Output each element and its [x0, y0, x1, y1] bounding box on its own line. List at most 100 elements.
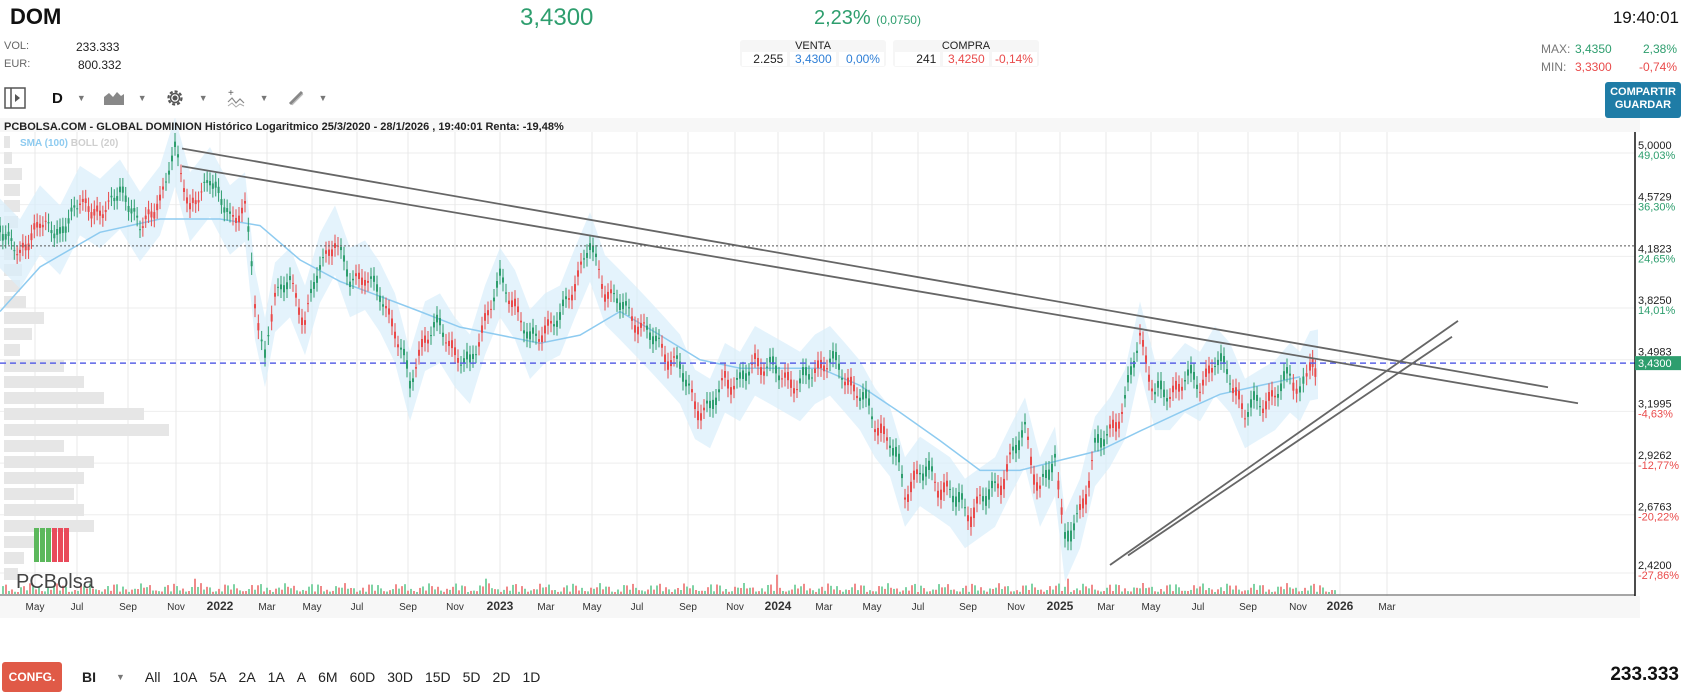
svg-text:May: May — [583, 602, 602, 613]
interval-dropdown[interactable]: D ▼ — [52, 84, 86, 112]
min-row: MIN: 3,3300 -0,74% — [1541, 58, 1677, 76]
svg-text:Sep: Sep — [399, 602, 417, 613]
interval-label: D — [52, 89, 63, 107]
venta-price: 3,4300 — [790, 52, 836, 66]
svg-text:4,5729: 4,5729 — [1638, 192, 1672, 204]
settings-dropdown[interactable]: ▼ — [165, 84, 208, 112]
price-chart[interactable]: 5,0000 49,03% 4,5729 36,30% 4,1823 24,65% 3,82… — [0, 117, 1691, 652]
svg-text:Jul: Jul — [351, 602, 364, 613]
svg-text:2,4200: 2,4200 — [1638, 560, 1672, 572]
range-15d[interactable]: 15D — [424, 668, 451, 685]
svg-text:3,8250: 3,8250 — [1638, 295, 1672, 307]
max-row: MAX: 3,4350 2,38% — [1541, 40, 1677, 58]
chart-title: PCBOLSA.COM - GLOBAL DOMINION Histórico … — [4, 121, 564, 133]
chevron-down-icon[interactable]: ▼ — [116, 671, 125, 682]
svg-text:3,1995: 3,1995 — [1638, 398, 1672, 410]
min-value: 3,3300 — [1575, 60, 1612, 74]
svg-text:4,1823: 4,1823 — [1638, 243, 1672, 255]
change-percent: 2,23% — [814, 7, 871, 29]
min-label: MIN: — [1541, 60, 1567, 74]
range-2a[interactable]: 2A — [238, 668, 256, 685]
min-pct: -0,74% — [1638, 60, 1677, 74]
svg-text:PCBolsa: PCBolsa — [16, 571, 95, 593]
svg-text:Sep: Sep — [1239, 602, 1257, 613]
svg-text:Mar: Mar — [258, 602, 276, 613]
svg-text:Jul: Jul — [1192, 602, 1205, 613]
indicators-dropdown[interactable]: + ▼ — [226, 84, 269, 112]
pcbolsa-logo: PCBolsa — [16, 528, 95, 593]
svg-text:49,03%: 49,03% — [1638, 150, 1676, 162]
volume-label: VOL: — [4, 40, 30, 52]
range-2d[interactable]: 2D — [492, 668, 511, 685]
svg-text:Nov: Nov — [167, 602, 185, 613]
svg-text:Mar: Mar — [1097, 602, 1115, 613]
share-save-button[interactable]: COMPARTIR GUARDAR — [1605, 82, 1681, 118]
svg-text:Mar: Mar — [815, 602, 833, 613]
indicator-add-icon: + — [227, 88, 245, 108]
svg-text:Mar: Mar — [1378, 602, 1396, 613]
svg-text:2022: 2022 — [207, 599, 234, 613]
area-chart-icon — [103, 92, 124, 105]
svg-text:Sep: Sep — [119, 602, 137, 613]
drawing-tools-dropdown[interactable]: ▼ — [287, 84, 328, 112]
range-10a[interactable]: 10A — [172, 668, 198, 685]
chevron-down-icon: ▼ — [318, 93, 328, 103]
range-6m[interactable]: 6M — [318, 668, 338, 685]
svg-text:Jul: Jul — [631, 602, 644, 613]
svg-text:2023: 2023 — [487, 599, 514, 613]
change-absolute: (0,0750) — [876, 13, 921, 27]
svg-text:2,9262: 2,9262 — [1638, 450, 1672, 462]
range-5a[interactable]: 5A — [209, 668, 227, 685]
svg-text:-27,86%: -27,86% — [1638, 570, 1679, 582]
range-1a[interactable]: 1A — [267, 668, 285, 685]
legend-boll[interactable]: BOLL (20) — [70, 138, 119, 149]
svg-text:Nov: Nov — [446, 602, 464, 613]
order-book-venta: VENTA 2.255 3,4300 0,00% — [740, 40, 886, 67]
panel-toggle-button[interactable] — [4, 84, 26, 112]
svg-text:5,0000: 5,0000 — [1638, 140, 1672, 152]
chevron-down-icon: ▼ — [76, 93, 86, 103]
compra-pct: -0,14% — [991, 52, 1037, 66]
chevron-down-icon: ▼ — [259, 93, 269, 103]
svg-text:Mar: Mar — [537, 602, 555, 613]
svg-text:May: May — [863, 602, 882, 613]
chart-type-dropdown[interactable]: ▼ — [103, 84, 147, 112]
range-1d[interactable]: 1D — [522, 668, 541, 685]
svg-text:2026: 2026 — [1327, 599, 1354, 613]
price-change: 2,23% (0,0750) — [814, 7, 921, 30]
last-price: 3,4300 — [520, 4, 594, 31]
range-60d[interactable]: 60D — [349, 668, 376, 685]
bottom-bar: CONFG. BI ▼ All 10A 5A 2A 1A A 6M 60D 30D 15D 5D 2D… — [0, 660, 1691, 693]
range-a[interactable]: A — [296, 668, 307, 685]
venta-pct: 0,00% — [838, 52, 884, 66]
svg-text:3,4300: 3,4300 — [1638, 358, 1672, 370]
max-min-panel: MAX: 3,4350 2,38% MIN: 3,3300 -0,74% — [1541, 40, 1677, 76]
chart-legend: SMA (100) BOLL (20) — [20, 138, 118, 149]
volume-total: 233.333 — [1610, 664, 1679, 685]
ticker-symbol: DOM — [10, 4, 62, 29]
quote-time: 19:40:01 — [1612, 8, 1679, 27]
legend-sma[interactable]: SMA (100) — [20, 138, 68, 149]
range-selector: All 10A 5A 2A 1A A 6M 60D 30D 15D 5D 2D 1D — [133, 669, 540, 685]
mode-label[interactable]: BI — [82, 668, 96, 685]
order-book-compra: COMPRA 241 3,4250 -0,14% — [893, 40, 1039, 67]
svg-text:Sep: Sep — [959, 602, 977, 613]
venta-label: VENTA — [795, 40, 831, 52]
compra-qty: 241 — [895, 52, 941, 66]
max-pct: 2,38% — [1642, 42, 1677, 56]
range-all[interactable]: All — [144, 668, 161, 685]
range-5d[interactable]: 5D — [462, 668, 481, 685]
svg-text:Sep: Sep — [679, 602, 697, 613]
svg-text:May: May — [303, 602, 322, 613]
svg-text:Nov: Nov — [1007, 602, 1025, 613]
euros-value: 800.332 — [78, 58, 122, 72]
pencil-icon — [288, 90, 303, 106]
euros-label: EUR: — [4, 58, 31, 70]
svg-text:-12,77%: -12,77% — [1638, 460, 1679, 472]
svg-text:24,65%: 24,65% — [1638, 253, 1676, 265]
config-button[interactable]: CONFG. — [2, 661, 62, 692]
svg-text:2025: 2025 — [1047, 599, 1074, 613]
range-30d[interactable]: 30D — [387, 668, 413, 685]
svg-text:-4,63%: -4,63% — [1638, 408, 1673, 420]
